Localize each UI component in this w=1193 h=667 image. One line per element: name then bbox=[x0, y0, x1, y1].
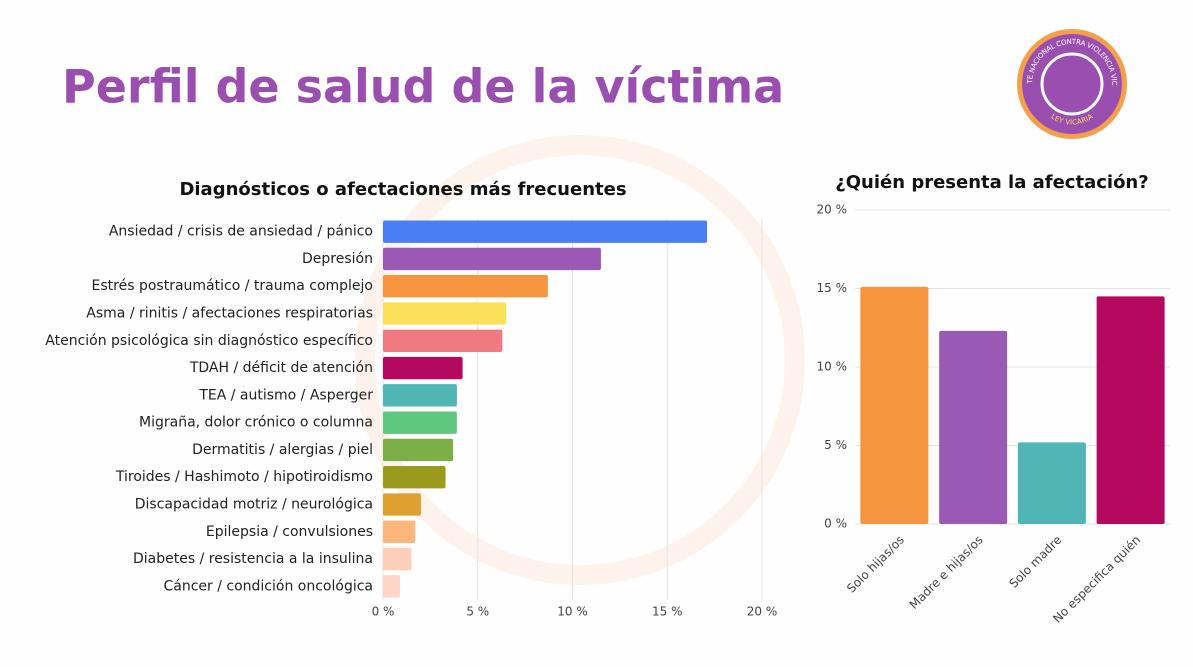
y-tick-label: Asma / rinitis / afectaciones respirator… bbox=[86, 306, 373, 322]
y-tick-label: 5 % bbox=[824, 438, 847, 452]
logo-disc bbox=[1022, 34, 1122, 134]
logo-knot bbox=[1040, 52, 1104, 116]
slide-title: Perfil de salud de la víctima bbox=[62, 60, 784, 114]
y-tick-label: 0 % bbox=[824, 517, 847, 531]
y-tick-label: TDAH / déficit de atención bbox=[189, 360, 373, 376]
bar bbox=[383, 493, 421, 516]
x-tick-label: 15 % bbox=[652, 605, 683, 619]
x-tick-label: 5 % bbox=[466, 605, 489, 619]
bar bbox=[383, 302, 507, 325]
y-tick-label: Depresión bbox=[302, 251, 373, 267]
y-tick-label: Ansiedad / crisis de ansiedad / pánico bbox=[109, 224, 373, 240]
watermark bbox=[355, 135, 805, 585]
bar bbox=[1096, 296, 1165, 524]
y-tick-label: 20 % bbox=[817, 203, 848, 217]
y-tick-label: 15 % bbox=[817, 281, 848, 295]
bar bbox=[383, 247, 601, 271]
y-tick-label: Cáncer / condición oncológica bbox=[163, 578, 373, 594]
y-tick-label: Diabetes / resistencia a la insulina bbox=[133, 551, 373, 567]
y-tick-label: Tiroides / Hashimoto / hipotiroidismo bbox=[115, 469, 373, 485]
x-tick-label: 10 % bbox=[557, 605, 588, 619]
bar bbox=[383, 329, 503, 352]
bar bbox=[383, 275, 548, 298]
bar bbox=[860, 286, 929, 524]
chart-title: ¿Quién presenta la afectación? bbox=[835, 172, 1148, 193]
y-tick-label: TEA / autismo / Asperger bbox=[198, 387, 373, 403]
y-tick-label: Dermatitis / alergias / piel bbox=[192, 442, 373, 458]
bar bbox=[383, 575, 401, 598]
x-tick-label: 20 % bbox=[747, 605, 778, 619]
y-tick-label: Atención psicológica sin diagnóstico esp… bbox=[45, 333, 373, 349]
bar bbox=[383, 547, 412, 571]
bar bbox=[383, 466, 446, 489]
bar bbox=[383, 520, 416, 543]
bar bbox=[383, 220, 708, 243]
x-tick-label: 0 % bbox=[372, 605, 395, 619]
y-tick-label: Estrés postraumático / trauma complejo bbox=[92, 278, 373, 294]
y-tick-label: 10 % bbox=[817, 360, 848, 374]
bar bbox=[383, 384, 457, 407]
bar bbox=[939, 330, 1008, 524]
bar bbox=[383, 356, 463, 380]
bar bbox=[383, 411, 457, 434]
chart-title: Diagnósticos o afectaciones más frecuent… bbox=[179, 179, 626, 200]
bar bbox=[1017, 442, 1086, 524]
bar bbox=[383, 438, 454, 462]
y-tick-label: Migraña, dolor crónico o columna bbox=[139, 415, 373, 431]
y-tick-label: Discapacidad motriz / neurológica bbox=[135, 497, 373, 513]
y-tick-label: Epilepsia / convulsiones bbox=[206, 524, 373, 540]
